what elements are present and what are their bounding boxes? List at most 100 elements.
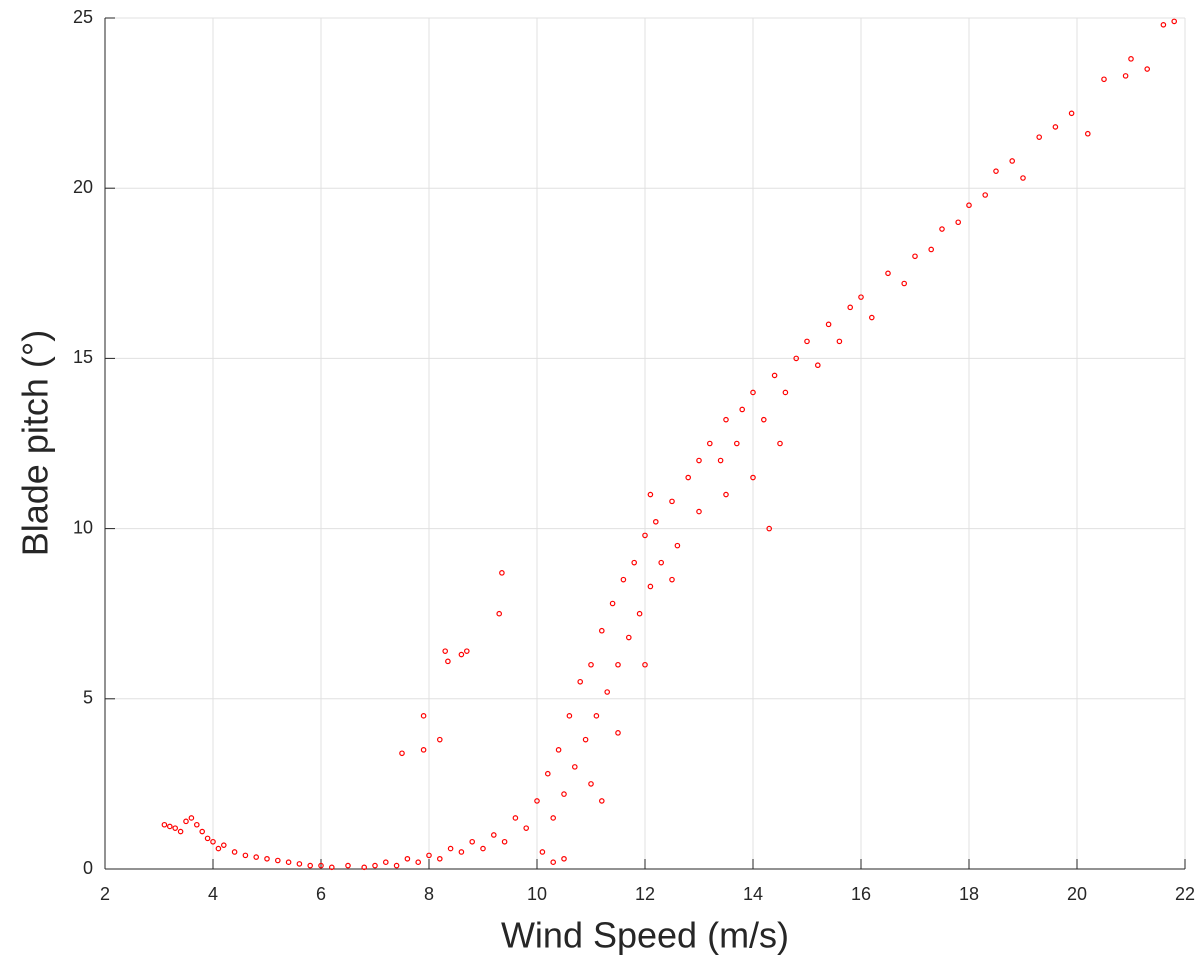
point bbox=[804, 338, 810, 345]
point bbox=[1009, 158, 1016, 164]
point bbox=[177, 828, 184, 835]
y-tick-label: 10 bbox=[73, 517, 93, 537]
point bbox=[723, 491, 729, 498]
point bbox=[631, 559, 638, 566]
point bbox=[766, 525, 773, 532]
point bbox=[771, 372, 778, 379]
point bbox=[782, 389, 789, 396]
point bbox=[161, 821, 168, 828]
point bbox=[490, 832, 497, 838]
x-tick-label: 8 bbox=[424, 884, 434, 904]
point bbox=[1052, 124, 1059, 130]
point bbox=[642, 661, 648, 668]
y-tick-label: 5 bbox=[83, 688, 93, 708]
point bbox=[393, 862, 400, 869]
point bbox=[399, 750, 405, 757]
point bbox=[669, 576, 675, 583]
x-tick-label: 12 bbox=[635, 884, 655, 904]
point bbox=[1068, 110, 1075, 117]
point bbox=[793, 355, 800, 362]
point bbox=[1036, 134, 1043, 140]
point bbox=[571, 764, 578, 770]
point bbox=[555, 747, 562, 753]
point bbox=[1144, 66, 1151, 72]
x-tick-label: 16 bbox=[851, 884, 871, 904]
point bbox=[264, 855, 270, 862]
point bbox=[307, 862, 314, 869]
point bbox=[242, 852, 249, 859]
point bbox=[512, 815, 519, 821]
point bbox=[215, 845, 222, 852]
point bbox=[561, 855, 567, 862]
point bbox=[172, 825, 179, 831]
point bbox=[696, 457, 702, 464]
point bbox=[253, 854, 260, 860]
x-tick-label: 10 bbox=[527, 884, 547, 904]
point bbox=[372, 862, 378, 869]
point bbox=[750, 474, 756, 481]
x-tick-label: 2 bbox=[100, 884, 110, 904]
point bbox=[847, 304, 854, 311]
point bbox=[188, 815, 195, 821]
point bbox=[901, 280, 908, 287]
point bbox=[420, 713, 427, 719]
point bbox=[928, 246, 935, 253]
point bbox=[706, 440, 713, 447]
point bbox=[561, 791, 567, 797]
point bbox=[636, 610, 643, 617]
point bbox=[534, 798, 540, 804]
point bbox=[577, 678, 584, 685]
point bbox=[420, 747, 427, 753]
point bbox=[939, 226, 945, 232]
point bbox=[868, 314, 875, 321]
point bbox=[480, 845, 486, 852]
point bbox=[620, 576, 627, 583]
point bbox=[458, 651, 465, 658]
point bbox=[194, 821, 200, 828]
point bbox=[647, 583, 654, 590]
point bbox=[1085, 130, 1091, 137]
point bbox=[204, 835, 211, 842]
point bbox=[615, 661, 621, 668]
point bbox=[604, 689, 611, 695]
point bbox=[183, 818, 189, 825]
point bbox=[723, 416, 729, 423]
point bbox=[615, 730, 621, 736]
point bbox=[696, 508, 702, 515]
x-tick-label: 6 bbox=[316, 884, 326, 904]
point bbox=[328, 864, 335, 871]
point bbox=[588, 661, 594, 668]
point bbox=[523, 825, 530, 831]
point bbox=[501, 838, 508, 845]
x-tick-label: 22 bbox=[1175, 884, 1195, 904]
y-tick-label: 25 bbox=[73, 7, 93, 27]
point bbox=[1101, 76, 1107, 83]
point bbox=[463, 648, 470, 654]
point bbox=[760, 416, 767, 423]
point bbox=[658, 559, 665, 566]
point bbox=[345, 862, 351, 869]
point bbox=[669, 498, 675, 505]
y-tick-label: 15 bbox=[73, 347, 93, 367]
x-tick-label: 20 bbox=[1067, 884, 1087, 904]
point bbox=[647, 491, 654, 498]
point bbox=[733, 440, 740, 447]
point bbox=[447, 845, 454, 852]
point bbox=[966, 202, 972, 209]
point bbox=[318, 862, 324, 869]
point bbox=[685, 474, 692, 481]
point bbox=[167, 823, 173, 830]
point bbox=[199, 828, 206, 835]
point bbox=[436, 736, 443, 743]
point bbox=[885, 270, 891, 277]
y-tick-label: 0 bbox=[83, 858, 93, 878]
point bbox=[1128, 56, 1134, 62]
x-tick-label: 4 bbox=[208, 884, 218, 904]
point bbox=[598, 798, 605, 804]
point bbox=[955, 219, 962, 226]
point bbox=[221, 842, 227, 848]
point bbox=[1160, 22, 1167, 28]
point bbox=[442, 648, 449, 654]
point bbox=[550, 859, 557, 865]
point bbox=[625, 634, 632, 641]
